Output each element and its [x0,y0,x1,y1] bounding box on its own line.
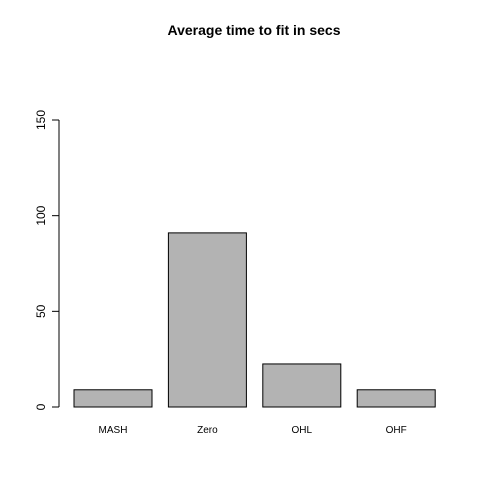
x-tick-label: OHL [292,425,313,436]
x-tick-labels: MASH Zero OHL OHF [99,425,407,436]
bar-ohf [356,389,436,408]
x-tick-label: Zero [197,425,218,436]
bar-mash [73,389,153,408]
y-axis: 0 50 100 150 [34,110,60,410]
x-tick-label: MASH [99,425,128,436]
x-tick-label: OHF [386,425,407,436]
y-tick-label: 50 [34,304,48,318]
bar-ohl [262,363,342,408]
bar-zero [167,232,247,408]
y-tick-label: 150 [34,110,48,130]
y-tick-label: 0 [34,403,48,410]
bars-group [73,232,436,408]
y-tick-label: 100 [34,205,48,225]
chart-title: Average time to fit in secs [168,22,341,38]
